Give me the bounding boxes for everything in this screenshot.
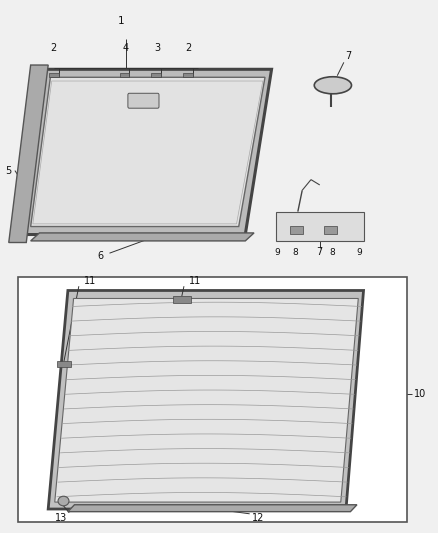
Polygon shape <box>48 290 364 509</box>
Ellipse shape <box>58 496 69 506</box>
Bar <box>151 73 161 77</box>
Ellipse shape <box>314 77 351 94</box>
Text: 5: 5 <box>5 166 11 175</box>
Bar <box>183 73 193 77</box>
Text: 6: 6 <box>98 251 104 261</box>
Bar <box>324 225 337 233</box>
Polygon shape <box>68 505 357 512</box>
Text: 2: 2 <box>186 43 192 53</box>
FancyBboxPatch shape <box>128 93 159 108</box>
Bar <box>290 225 303 233</box>
Polygon shape <box>31 77 265 227</box>
Text: 11: 11 <box>189 276 201 286</box>
Bar <box>18 277 407 522</box>
Text: 9: 9 <box>274 248 280 256</box>
Text: 7: 7 <box>317 247 323 257</box>
Polygon shape <box>31 233 254 241</box>
Bar <box>57 361 71 367</box>
Text: 8: 8 <box>329 248 335 256</box>
Text: 10: 10 <box>413 390 426 399</box>
Polygon shape <box>22 69 272 235</box>
Text: 12: 12 <box>252 513 265 523</box>
Text: 1: 1 <box>117 17 124 26</box>
Text: 7: 7 <box>345 51 351 61</box>
Text: 13: 13 <box>55 513 67 523</box>
Bar <box>49 73 59 77</box>
Polygon shape <box>9 65 48 243</box>
Text: 4: 4 <box>123 43 129 53</box>
Text: 2: 2 <box>51 43 57 53</box>
Text: 3: 3 <box>154 43 160 53</box>
Bar <box>173 296 191 303</box>
Text: 11: 11 <box>84 276 96 286</box>
Text: 9: 9 <box>356 248 362 256</box>
Bar <box>120 73 129 77</box>
Text: 8: 8 <box>293 248 299 256</box>
Polygon shape <box>55 298 358 502</box>
Bar <box>276 212 364 241</box>
